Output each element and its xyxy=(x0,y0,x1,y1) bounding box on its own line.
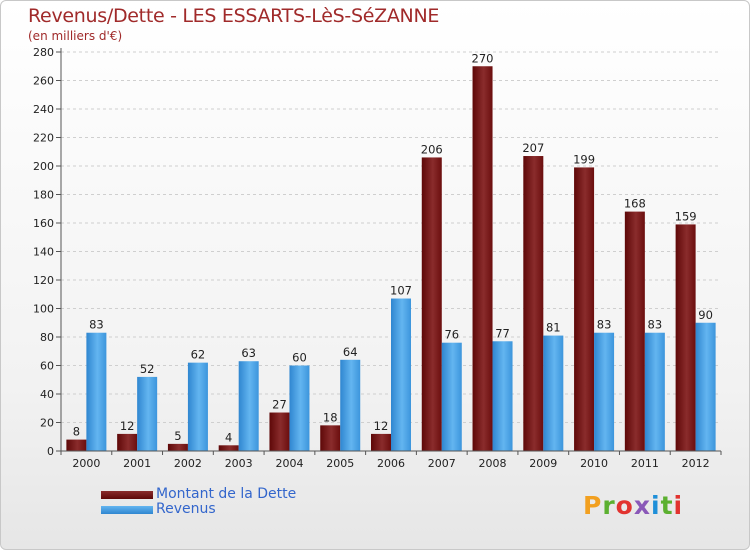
data-label-revenus: 83 xyxy=(597,318,612,332)
legend-label-debt: Montant de la Dette xyxy=(156,486,297,502)
x-tick-label: 2000 xyxy=(72,457,100,470)
y-tick-label: 200 xyxy=(33,160,54,173)
x-tick-label: 2008 xyxy=(479,457,507,470)
data-label-revenus: 63 xyxy=(241,346,256,360)
bar-dette xyxy=(523,156,544,451)
data-label-dette: 270 xyxy=(472,51,494,65)
chart-subtitle: (en milliers d'€) xyxy=(28,29,123,43)
bar-dette xyxy=(167,443,188,451)
bars-layer xyxy=(66,66,716,452)
y-tick-label: 0 xyxy=(47,445,54,458)
bar-dette xyxy=(320,425,341,451)
bar-revenus xyxy=(340,359,361,451)
bar-dette xyxy=(675,224,696,451)
x-tick-label: 2007 xyxy=(428,457,456,470)
bar-revenus xyxy=(695,322,716,451)
data-label-revenus: 83 xyxy=(648,318,663,332)
data-label-dette: 12 xyxy=(374,419,389,433)
bar-dette xyxy=(218,445,239,451)
data-label-revenus: 107 xyxy=(390,284,412,298)
bar-revenus xyxy=(289,365,310,451)
x-tick-label: 2002 xyxy=(174,457,202,470)
data-label-dette: 207 xyxy=(522,141,544,155)
bar-revenus xyxy=(187,362,208,451)
y-tick-label: 140 xyxy=(33,246,54,259)
bar-dette xyxy=(472,66,493,451)
x-tick-label: 2011 xyxy=(631,457,659,470)
bar-dette xyxy=(624,211,645,451)
data-label-dette: 8 xyxy=(73,425,80,439)
y-tick-label: 80 xyxy=(40,331,54,344)
bar-revenus xyxy=(644,332,665,451)
axis-layer: 0 20 40 60 80 100 120 140 160 180 200 220 240 260 280 2… xyxy=(33,46,722,470)
data-label-revenus: 77 xyxy=(495,326,510,340)
data-label-dette: 206 xyxy=(421,142,443,156)
data-label-dette: 12 xyxy=(120,419,135,433)
data-label-revenus: 83 xyxy=(89,318,104,332)
y-tick-label: 180 xyxy=(33,189,54,202)
bar-revenus xyxy=(137,376,158,451)
x-tick-label: 2001 xyxy=(123,457,151,470)
bar-revenus xyxy=(543,335,564,451)
bar-revenus xyxy=(594,332,615,451)
bar-dette xyxy=(66,439,87,451)
y-tick-label: 100 xyxy=(33,303,54,316)
bar-revenus xyxy=(86,332,107,451)
x-tick-label: 2004 xyxy=(275,457,303,470)
labels-layer: 8 83 12 52 5 62 4 63 27 60 18 64 12 107 206 76 270 77 207 8… xyxy=(73,51,713,444)
x-tick-label: 2012 xyxy=(682,457,710,470)
bar-revenus xyxy=(238,361,259,451)
bar-revenus xyxy=(391,298,411,451)
y-tick-label: 120 xyxy=(33,274,54,287)
data-label-dette: 159 xyxy=(675,209,697,223)
x-tick-label: 2003 xyxy=(225,457,253,470)
proxiti-logo: Proxiti xyxy=(583,491,684,520)
y-tick-label: 60 xyxy=(40,360,54,373)
chart-title: Revenus/Dette - LES ESSARTS-LèS-SéZANNE xyxy=(28,5,440,27)
bar-dette xyxy=(574,167,595,452)
data-label-dette: 168 xyxy=(624,197,646,211)
y-tick-label: 280 xyxy=(33,46,54,59)
x-tick-label: 2010 xyxy=(580,457,608,470)
y-tick-label: 20 xyxy=(40,417,54,430)
y-tick-label: 220 xyxy=(33,132,54,145)
data-label-dette: 18 xyxy=(323,410,338,424)
data-label-dette: 199 xyxy=(573,152,595,166)
y-tick-label: 160 xyxy=(33,217,54,230)
x-tick-label: 2009 xyxy=(529,457,557,470)
bar-revenus xyxy=(492,341,513,451)
data-label-dette: 4 xyxy=(225,430,232,444)
data-label-revenus: 62 xyxy=(191,348,206,362)
legend-label-revenus: Revenus xyxy=(156,501,216,517)
data-label-revenus: 52 xyxy=(140,362,155,376)
data-label-revenus: 81 xyxy=(546,321,561,335)
data-label-revenus: 76 xyxy=(444,328,459,342)
y-tick-label: 240 xyxy=(33,103,54,116)
y-tick-label: 260 xyxy=(33,75,54,88)
bar-dette xyxy=(117,433,138,451)
bar-dette xyxy=(371,433,391,451)
data-label-dette: 5 xyxy=(174,429,181,443)
data-label-revenus: 64 xyxy=(343,345,358,359)
data-label-dette: 27 xyxy=(272,398,287,412)
data-label-revenus: 60 xyxy=(292,351,307,365)
x-tick-label: 2005 xyxy=(326,457,354,470)
bar-dette xyxy=(269,412,290,451)
x-tick-label: 2006 xyxy=(377,457,405,470)
y-tick-label: 40 xyxy=(40,388,54,401)
legend-swatch-debt xyxy=(101,491,153,499)
bar-dette xyxy=(421,157,442,451)
legend-swatch-revenus xyxy=(101,506,153,514)
bar-revenus xyxy=(441,342,462,451)
data-label-revenus: 90 xyxy=(698,308,713,322)
